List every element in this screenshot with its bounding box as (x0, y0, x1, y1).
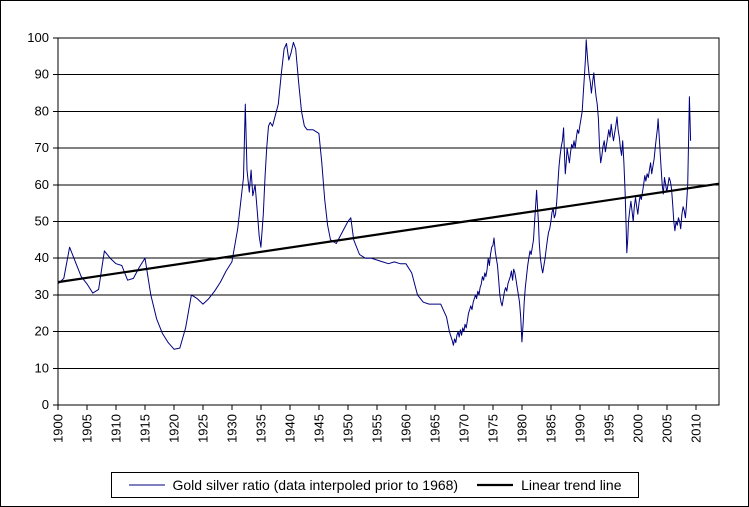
svg-text:1990: 1990 (572, 414, 587, 443)
svg-text:1945: 1945 (311, 414, 326, 443)
svg-text:10: 10 (35, 360, 49, 375)
svg-text:50: 50 (35, 214, 49, 229)
svg-text:1960: 1960 (398, 414, 413, 443)
legend-label-trend: Linear trend line (521, 477, 622, 493)
svg-text:70: 70 (35, 140, 49, 155)
svg-text:80: 80 (35, 103, 49, 118)
svg-text:60: 60 (35, 177, 49, 192)
ratio-line-icon (128, 484, 165, 486)
svg-text:1965: 1965 (427, 414, 442, 443)
svg-text:0: 0 (42, 397, 49, 412)
axis-ticks (53, 37, 697, 410)
svg-text:90: 90 (35, 67, 49, 82)
svg-text:1950: 1950 (340, 414, 355, 443)
legend-item-trend: Linear trend line (476, 477, 622, 493)
trend-line (57, 182, 720, 284)
svg-text:1955: 1955 (369, 414, 384, 443)
svg-text:1995: 1995 (601, 414, 616, 443)
svg-text:1900: 1900 (51, 414, 66, 443)
y-axis-labels: 0 10 20 30 40 50 60 70 80 90 100 (27, 30, 49, 412)
chart-legend: Gold silver ratio (data interpoled prior… (110, 472, 639, 498)
trend-line-icon (477, 483, 514, 487)
legend-label-ratio: Gold silver ratio (data interpoled prior… (172, 477, 459, 493)
svg-text:1920: 1920 (166, 414, 181, 443)
ratio-series-line (57, 39, 692, 350)
svg-text:1935: 1935 (253, 414, 268, 443)
svg-text:1985: 1985 (543, 414, 558, 443)
svg-text:1980: 1980 (514, 414, 529, 443)
gridlines (58, 37, 719, 406)
svg-text:2005: 2005 (659, 414, 674, 443)
svg-text:1975: 1975 (485, 414, 500, 443)
x-axis-labels: 1900 1905 1910 1915 1920 1925 1930 1935 1940 1945… (51, 414, 704, 443)
svg-text:20: 20 (35, 324, 49, 339)
svg-text:1925: 1925 (195, 414, 210, 443)
svg-text:2010: 2010 (688, 414, 703, 443)
legend-item-ratio: Gold silver ratio (data interpoled prior… (128, 477, 459, 493)
svg-text:100: 100 (27, 30, 49, 45)
svg-text:30: 30 (35, 287, 49, 302)
svg-text:1930: 1930 (224, 414, 239, 443)
svg-text:1970: 1970 (456, 414, 471, 443)
svg-text:1940: 1940 (282, 414, 297, 443)
svg-text:1910: 1910 (108, 414, 123, 443)
svg-text:1915: 1915 (137, 414, 152, 443)
svg-text:40: 40 (35, 250, 49, 265)
svg-text:2000: 2000 (630, 414, 645, 443)
svg-text:1905: 1905 (79, 414, 94, 443)
